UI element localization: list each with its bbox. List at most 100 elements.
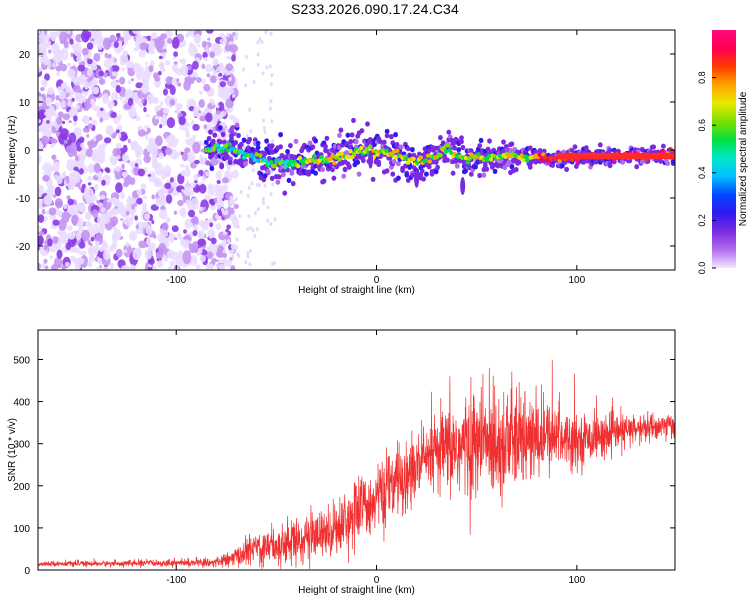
- noise-blob: [87, 175, 93, 181]
- noise-blob: [183, 229, 187, 234]
- noise-blob: [193, 33, 201, 44]
- noise-blob: [83, 80, 90, 90]
- ridge-halo: [262, 173, 268, 179]
- noise-blob: [215, 223, 222, 231]
- noise-blob: [127, 80, 132, 84]
- noise-blob: [53, 54, 62, 64]
- noise-blob: [226, 107, 230, 112]
- noise-blob: [209, 75, 217, 84]
- noise-blob: [135, 224, 140, 229]
- noise-blob: [70, 52, 74, 58]
- ridge-halo: [219, 162, 225, 168]
- noise-blob: [137, 128, 146, 137]
- noise-blob: [201, 78, 206, 85]
- noise-blob: [222, 252, 227, 259]
- noise-blob: [54, 31, 60, 37]
- ridge-halo: [410, 147, 415, 153]
- noise-blob: [165, 194, 173, 204]
- ridge-core: [373, 148, 378, 154]
- noise-blob: [126, 90, 134, 98]
- noise-blob: [226, 55, 231, 60]
- ridge-core: [364, 147, 369, 152]
- noise-blob: [192, 141, 201, 154]
- noise-blob: [215, 171, 222, 180]
- noise-blob: [145, 113, 150, 118]
- noise-blob: [184, 218, 192, 229]
- heatmap-xlabel: Height of straight line (km): [298, 285, 415, 296]
- snr-xtick-label: -100: [166, 575, 186, 586]
- noise-blob: [73, 115, 78, 122]
- noise-blob: [155, 135, 163, 147]
- noise-blob: [208, 263, 214, 270]
- noise-blob: [152, 265, 157, 270]
- ridge-core: [391, 149, 396, 155]
- noise-blob: [160, 66, 166, 73]
- noise-blob: [165, 76, 173, 85]
- noise-blob: [102, 37, 112, 51]
- noise-blob: [115, 165, 121, 172]
- noise-blob: [160, 116, 168, 127]
- ridge-halo: [442, 153, 447, 159]
- ridge-core: [424, 158, 429, 163]
- ridge-halo: [651, 144, 656, 150]
- noise-blob: [229, 195, 233, 200]
- noise-blob: [55, 72, 61, 77]
- noise-blob: [117, 132, 122, 139]
- ridge-halo: [313, 170, 318, 176]
- ridge-halo: [513, 167, 519, 173]
- noise-blob: [215, 259, 219, 263]
- noise-blob: [134, 163, 139, 168]
- noise-blob: [57, 86, 62, 92]
- noise-blob: [184, 168, 191, 177]
- ridge-halo: [390, 171, 396, 177]
- ridge-halo: [492, 168, 498, 174]
- noise-blob: [172, 37, 180, 49]
- noise-blob: [66, 30, 71, 34]
- colorbar-tick-label: 0.4: [697, 167, 707, 180]
- noise-blob: [107, 199, 112, 203]
- noise-blob: [45, 210, 50, 215]
- ridge-halo: [433, 169, 439, 175]
- ridge-core: [445, 143, 450, 148]
- noise-blob: [155, 200, 160, 207]
- noise-blob: [99, 246, 105, 252]
- noise-blob: [129, 264, 135, 270]
- noise-blob: [75, 257, 85, 265]
- noise-blob: [207, 190, 211, 195]
- ridge-halo: [516, 159, 522, 165]
- noise-blob: [221, 177, 229, 184]
- noise-blob: [55, 126, 59, 131]
- ridge-halo: [282, 190, 288, 196]
- noise-blob: [218, 72, 223, 77]
- noise-blob: [176, 78, 180, 83]
- ridge-halo: [527, 164, 533, 170]
- ridge-halo: [370, 176, 376, 182]
- noise-blob: [110, 111, 117, 118]
- colorbar: [712, 30, 736, 268]
- noise-blob: [226, 224, 232, 230]
- ridge-halo: [478, 137, 484, 143]
- ridge-halo: [323, 143, 328, 150]
- noise-blob: [218, 63, 225, 72]
- noise-blob: [119, 54, 129, 64]
- noise-blob: [272, 261, 276, 265]
- ridge-halo: [393, 132, 398, 138]
- noise-blob: [63, 204, 68, 210]
- noise-blob: [111, 241, 118, 250]
- noise-blob: [46, 120, 50, 124]
- ridge-core: [252, 157, 258, 163]
- ridge-halo: [396, 161, 401, 167]
- ridge-halo: [384, 133, 390, 139]
- noise-blob: [58, 90, 66, 100]
- noise-blob: [216, 180, 221, 184]
- noise-blob: [212, 70, 218, 75]
- ridge-core: [485, 157, 490, 163]
- noise-blob: [250, 181, 254, 186]
- snr-plot: [38, 360, 675, 570]
- noise-blob: [123, 181, 129, 188]
- ridge-halo: [212, 132, 218, 138]
- noise-blob: [182, 183, 192, 196]
- noise-blob: [115, 129, 120, 134]
- noise-blob: [195, 264, 201, 270]
